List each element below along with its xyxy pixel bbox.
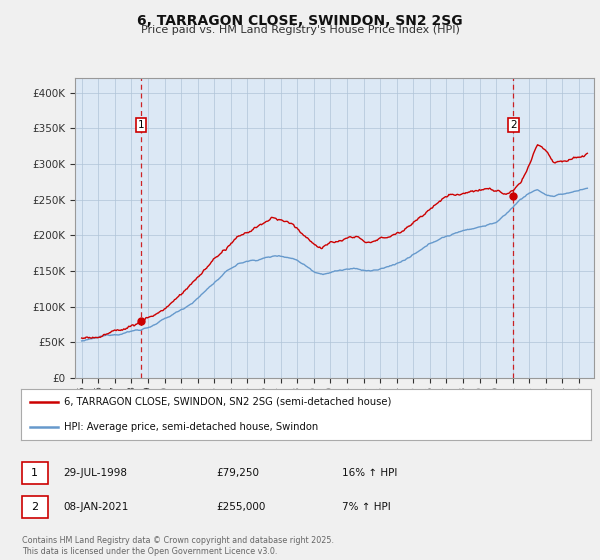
Text: 29-JUL-1998: 29-JUL-1998 [63,468,127,478]
Text: 6, TARRAGON CLOSE, SWINDON, SN2 2SG (semi-detached house): 6, TARRAGON CLOSE, SWINDON, SN2 2SG (sem… [64,397,391,407]
Text: Price paid vs. HM Land Registry's House Price Index (HPI): Price paid vs. HM Land Registry's House … [140,25,460,35]
Text: 2: 2 [510,120,517,130]
Text: Contains HM Land Registry data © Crown copyright and database right 2025.
This d: Contains HM Land Registry data © Crown c… [22,536,334,556]
Text: 1: 1 [31,468,38,478]
Text: £255,000: £255,000 [216,502,265,512]
Text: 7% ↑ HPI: 7% ↑ HPI [342,502,391,512]
Text: 16% ↑ HPI: 16% ↑ HPI [342,468,397,478]
Text: 6, TARRAGON CLOSE, SWINDON, SN2 2SG: 6, TARRAGON CLOSE, SWINDON, SN2 2SG [137,14,463,28]
Text: 2: 2 [31,502,38,512]
Text: 08-JAN-2021: 08-JAN-2021 [63,502,128,512]
Text: HPI: Average price, semi-detached house, Swindon: HPI: Average price, semi-detached house,… [64,422,318,432]
Text: £79,250: £79,250 [216,468,259,478]
Text: 1: 1 [137,120,145,130]
